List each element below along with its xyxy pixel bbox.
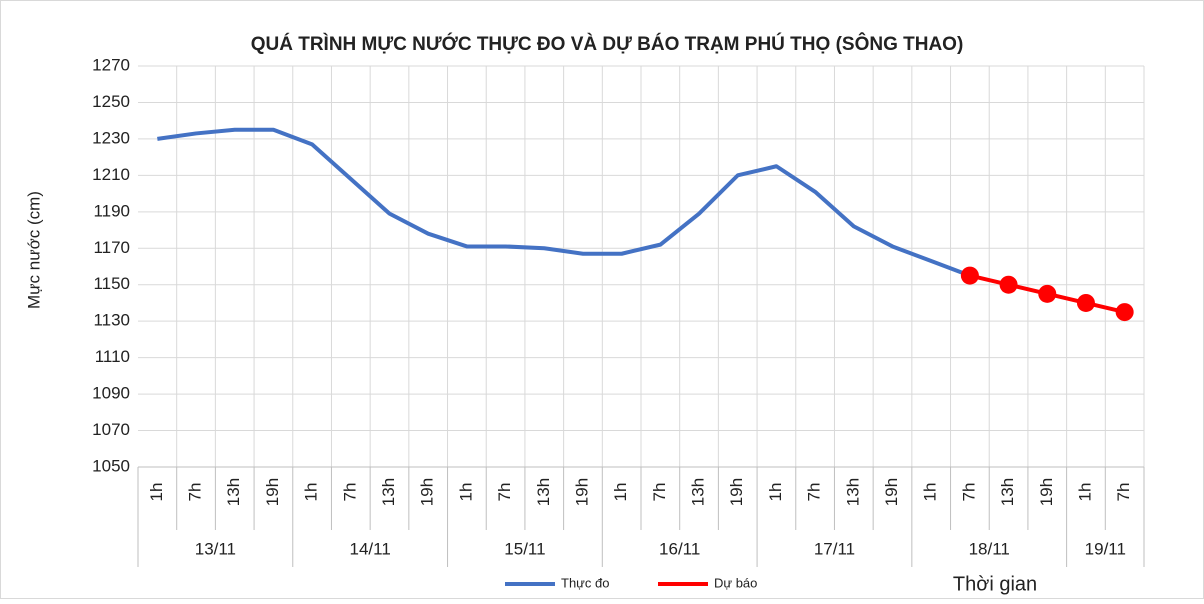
legend-label: Thực đo <box>561 575 609 590</box>
y-tick-label: 1270 <box>92 55 130 74</box>
group-label: 14/11 <box>350 539 391 558</box>
y-tick-label: 1230 <box>92 128 130 147</box>
x-tick-label: 7h <box>650 483 669 502</box>
x-tick-label: 13h <box>379 478 398 506</box>
series-line <box>157 127 971 278</box>
y-tick-label: 1170 <box>93 238 130 257</box>
y-tick-label: 1050 <box>92 456 130 475</box>
point <box>999 275 1018 294</box>
x-tick-label: 13h <box>224 478 243 506</box>
x-tick-label: 13h <box>843 478 862 506</box>
point <box>1038 284 1057 303</box>
y-tick-label: 1070 <box>92 420 130 439</box>
x-tick-label: 7h <box>959 483 978 502</box>
x-tick-label: 1h <box>302 483 321 502</box>
group-label: 18/11 <box>969 539 1010 558</box>
x-tick-label: 7h <box>495 483 514 502</box>
x-tick-label: 19h <box>418 478 437 506</box>
x-tick-label: 7h <box>340 483 359 502</box>
x-tick-label: 1h <box>921 483 940 502</box>
x-tick-label: 19h <box>1037 478 1056 506</box>
chart-title: QUÁ TRÌNH MỰC NƯỚC THỰC ĐO VÀ DỰ BÁO TRẠ… <box>251 33 964 55</box>
group-label: 16/11 <box>659 539 700 558</box>
x-tick-label: 13h <box>534 478 553 506</box>
group-label: 15/11 <box>504 539 545 558</box>
x-tick-label: 19h <box>263 478 282 506</box>
x-axis-label: Thời gian <box>953 573 1037 595</box>
x-tick-label: 1h <box>147 483 166 502</box>
legend-label: Dự báo <box>714 575 757 590</box>
group-label: 19/11 <box>1085 539 1126 558</box>
y-tick-label: 1110 <box>95 347 130 366</box>
y-tick-label: 1090 <box>92 384 130 403</box>
y-tick-label: 1130 <box>93 311 130 330</box>
x-tick-label: 1h <box>456 483 475 502</box>
x-tick-label: 13h <box>689 478 708 506</box>
x-tick-label: 7h <box>186 483 205 502</box>
y-tick-label: 1150 <box>93 274 130 293</box>
x-tick-label: 1h <box>1075 483 1094 502</box>
x-tick-label: 19h <box>882 478 901 506</box>
group-label: 13/11 <box>195 539 236 558</box>
y-tick-label: 1210 <box>92 165 130 184</box>
point <box>960 266 979 285</box>
x-tick-label: 7h <box>805 483 824 502</box>
point <box>1115 303 1134 322</box>
x-tick-label: 1h <box>766 483 785 502</box>
x-tick-label: 19h <box>572 478 591 506</box>
y-tick-label: 1190 <box>93 201 130 220</box>
group-label: 17/11 <box>814 539 855 558</box>
x-tick-label: 7h <box>1114 483 1133 502</box>
point <box>1076 293 1095 312</box>
y-tick-label: 1250 <box>92 92 130 111</box>
x-tick-label: 1h <box>611 483 630 502</box>
y-axis-label: Mực nước (cm) <box>24 191 43 309</box>
x-tick-label: 13h <box>998 478 1017 506</box>
x-tick-label: 19h <box>727 478 746 506</box>
